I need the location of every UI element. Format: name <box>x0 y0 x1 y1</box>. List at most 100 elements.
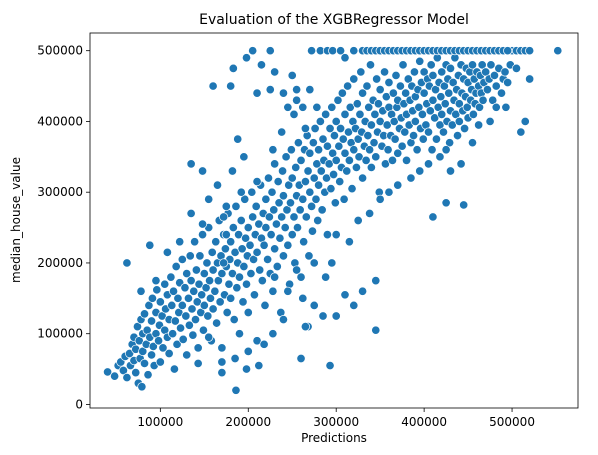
data-point <box>240 153 248 161</box>
data-point <box>235 273 243 281</box>
data-point <box>270 206 278 214</box>
data-point <box>175 238 183 246</box>
data-point <box>156 298 164 306</box>
data-point <box>194 359 202 367</box>
data-point <box>281 223 289 231</box>
data-point <box>424 160 432 168</box>
data-point <box>144 371 152 379</box>
data-point <box>338 89 346 97</box>
data-point <box>264 174 272 182</box>
data-point <box>419 135 427 143</box>
data-point <box>138 383 146 391</box>
points-layer <box>103 46 562 394</box>
data-point <box>380 68 388 76</box>
x-tick-label: 400000 <box>401 415 447 429</box>
data-point <box>187 209 195 217</box>
data-point <box>286 199 294 207</box>
data-point <box>269 287 277 295</box>
data-point <box>190 238 198 246</box>
data-point <box>339 135 347 143</box>
data-point <box>309 138 317 146</box>
y-axis: 0100000200000300000400000500000 <box>37 44 90 412</box>
data-point <box>262 195 270 203</box>
data-point <box>181 284 189 292</box>
data-point <box>358 287 366 295</box>
data-point <box>424 128 432 136</box>
data-point <box>341 291 349 299</box>
data-point <box>156 358 164 366</box>
y-tick-label: 400000 <box>37 114 83 128</box>
data-point <box>327 184 335 192</box>
data-point <box>343 82 351 90</box>
data-point <box>269 146 277 154</box>
data-point <box>184 294 192 302</box>
data-point <box>318 206 326 214</box>
data-point <box>168 301 176 309</box>
data-point <box>353 100 361 108</box>
x-tick-label: 200000 <box>225 415 271 429</box>
data-point <box>256 266 264 274</box>
data-point <box>438 110 446 118</box>
data-point <box>248 46 256 54</box>
data-point <box>199 326 207 334</box>
data-point <box>416 57 424 65</box>
data-point <box>428 146 436 154</box>
data-point <box>260 241 268 249</box>
data-point <box>146 241 154 249</box>
data-point <box>178 301 186 309</box>
data-point <box>367 163 375 171</box>
data-point <box>255 361 263 369</box>
data-point <box>460 124 468 132</box>
data-point <box>140 310 148 318</box>
data-point <box>212 238 220 246</box>
data-point <box>270 273 278 281</box>
data-point <box>161 280 169 288</box>
data-point <box>272 220 280 228</box>
data-point <box>525 46 533 54</box>
data-point <box>348 184 356 192</box>
data-point <box>418 110 426 118</box>
data-point <box>336 124 344 132</box>
data-point <box>399 61 407 69</box>
data-point <box>137 287 145 295</box>
data-point <box>140 359 148 367</box>
data-point <box>284 103 292 111</box>
data-point <box>232 386 240 394</box>
data-point <box>247 269 255 277</box>
data-point <box>226 294 234 302</box>
data-point <box>279 252 287 260</box>
data-point <box>384 146 392 154</box>
data-point <box>310 259 318 267</box>
data-point <box>350 46 358 54</box>
data-point <box>385 78 393 86</box>
data-point <box>358 174 366 182</box>
data-point <box>385 188 393 196</box>
data-point <box>198 167 206 175</box>
data-point <box>183 351 191 359</box>
data-point <box>277 128 285 136</box>
data-point <box>171 317 179 325</box>
data-point <box>203 259 211 267</box>
data-point <box>218 344 226 352</box>
data-point <box>371 110 379 118</box>
data-point <box>266 46 274 54</box>
data-point <box>332 312 340 320</box>
y-tick-label: 200000 <box>37 256 83 270</box>
data-point <box>306 188 314 196</box>
data-point <box>290 213 298 221</box>
data-point <box>294 138 302 146</box>
data-point <box>445 89 453 97</box>
data-point <box>323 230 331 238</box>
data-point <box>208 248 216 256</box>
data-point <box>176 324 184 332</box>
data-point <box>209 305 217 313</box>
data-point <box>350 146 358 154</box>
data-point <box>170 365 178 373</box>
data-point <box>132 368 140 376</box>
data-point <box>512 64 520 72</box>
data-point <box>306 85 314 93</box>
data-point <box>235 330 243 338</box>
data-point <box>242 54 250 62</box>
data-point <box>233 284 241 292</box>
